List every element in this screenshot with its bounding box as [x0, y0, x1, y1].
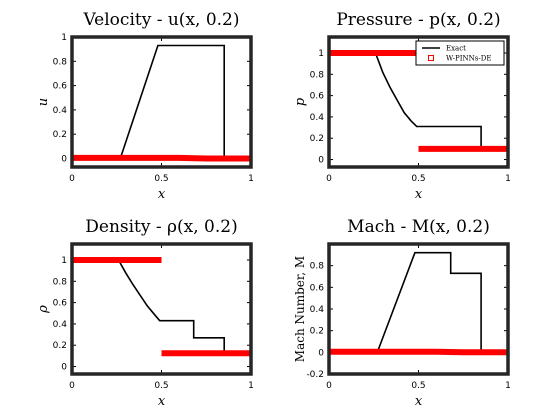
subplot-4: Mach - M(x, 0.2)0 0.5 1-0.200.20.40.60.8xM…	[293, 217, 511, 409]
y-tick-label: 0.4	[310, 113, 325, 123]
legend-label: W-PINNs-DE	[446, 55, 491, 63]
x-tick-label: 1	[505, 174, 511, 184]
y-tick-label: 0.4	[310, 305, 325, 315]
axes-frame	[70, 242, 253, 376]
y-tick-label: 1	[61, 256, 67, 266]
x-tick-label: 0.5	[154, 381, 168, 391]
series-layer	[329, 251, 508, 356]
x-tick-label: 1	[248, 381, 254, 391]
x-axis-label: x	[415, 187, 423, 202]
series-layer	[329, 50, 508, 152]
x-tick-label: 0.5	[154, 174, 168, 184]
x-tick-label: 1	[505, 381, 511, 391]
legend-swatch-marker	[428, 55, 434, 61]
y-tick-label: 0.8	[53, 277, 68, 287]
y-tick-label: 0.8	[53, 57, 68, 67]
subplot-3: Density - ρ(x, 0.2) 0 0.5 1 0 0.2 0.4 0.6 0.8 1 x ρ	[36, 217, 254, 409]
y-axis-label: u	[36, 98, 51, 106]
y-tick-label: 0.2	[53, 341, 67, 351]
y-tick-label: 0.4	[53, 106, 68, 116]
x-tick-label: 0	[69, 381, 75, 391]
x-axis-label: x	[158, 394, 166, 409]
series-markers-wpinns	[329, 348, 508, 356]
series-line-exact	[329, 52, 508, 150]
y-tick-label: 0.8	[310, 70, 325, 80]
y-tick-label: -0.2	[306, 370, 324, 380]
x-tick-label: 0	[326, 174, 332, 184]
y-tick-label: 0.2	[310, 134, 324, 144]
subplot-title: Mach - M(x, 0.2)	[347, 217, 490, 237]
series-layer	[72, 44, 251, 162]
y-tick-label: 0.8	[310, 262, 325, 272]
y-tick-label: 0	[318, 156, 324, 166]
y-tick-label: 0.6	[53, 82, 68, 92]
y-tick-label: 0.2	[310, 327, 324, 337]
y-tick-label: 1	[318, 49, 324, 59]
plot-area	[72, 37, 251, 167]
legend-label: Exact	[446, 45, 466, 53]
y-tick-label: 1	[61, 33, 67, 43]
y-tick-label: 0.2	[53, 130, 67, 140]
x-axis-label: x	[158, 187, 166, 202]
y-tick-label: 0.4	[53, 320, 68, 330]
subplot-title: Velocity - u(x, 0.2)	[82, 10, 239, 30]
series-line-exact	[72, 259, 251, 354]
y-axis-label: p	[293, 97, 308, 106]
y-axis-label: ρ	[36, 305, 51, 314]
x-tick-label: 0	[69, 174, 75, 184]
legend: Exact W-PINNs-DE	[415, 40, 505, 66]
axes-frame	[327, 242, 510, 376]
y-axis-label: Mach Number, M	[293, 256, 307, 362]
y-tick-label: 0.6	[310, 92, 325, 102]
y-tick-label: 0.6	[53, 299, 68, 309]
subplot-title: Pressure - p(x, 0.2)	[336, 10, 500, 30]
series-markers-wpinns	[72, 154, 251, 162]
y-tick-label: 0	[61, 363, 67, 373]
x-axis-label: x	[415, 394, 423, 409]
y-tick-label: 0	[318, 348, 324, 358]
subplot-1: Velocity - u(x, 0.2) 0 0.5 1 0 0.2 0.4 0.6 0.8 1 x…	[36, 10, 254, 202]
series-layer	[72, 257, 251, 357]
subplot-title: Density - ρ(x, 0.2)	[85, 217, 237, 237]
x-tick-label: 0.5	[411, 381, 425, 391]
series-line-exact	[329, 251, 508, 354]
y-tick-label: 0.6	[310, 283, 325, 293]
axes-frame	[70, 35, 253, 169]
x-tick-label: 1	[248, 174, 254, 184]
x-tick-label: 0.5	[411, 174, 425, 184]
axes-frame	[327, 35, 510, 169]
y-tick-label: 0	[61, 154, 67, 164]
subplot-2: Pressure - p(x, 0.2) 0 0.5 1 0 0.2 0.4 0.6 0.8 1 x…	[293, 10, 511, 202]
x-tick-label: 0	[326, 381, 332, 391]
